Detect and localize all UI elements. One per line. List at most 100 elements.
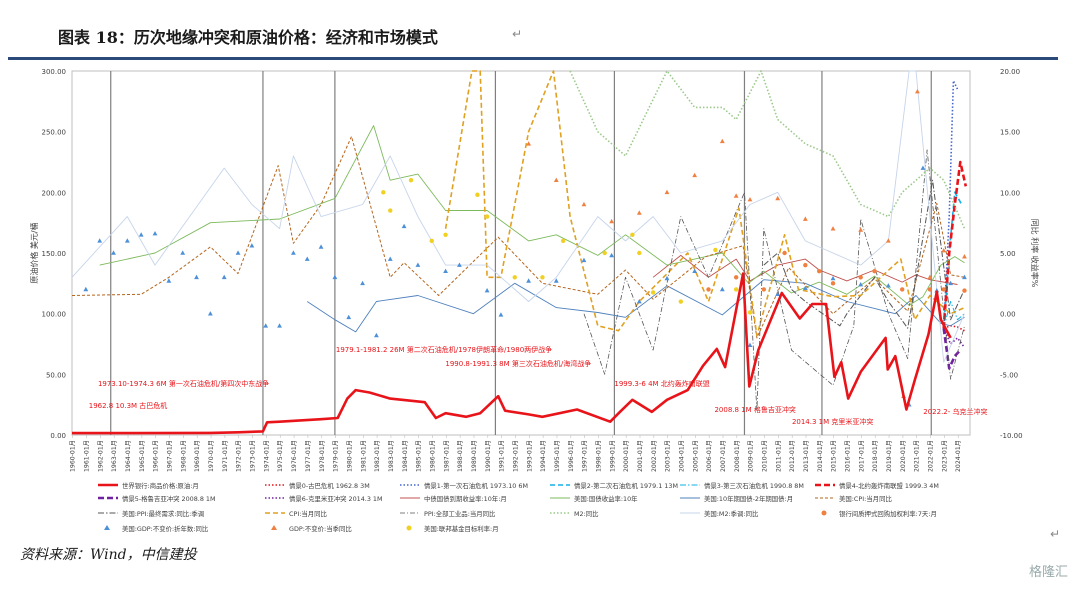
data-point <box>630 232 635 237</box>
legend: 世界银行:商品价格:原油:月 情景0-古巴危机 1962.8 3M 情景1-第一次石… <box>98 481 939 533</box>
legend-item: PPI:全部工业品:当月同比 <box>400 509 496 518</box>
series-8-line <box>652 254 958 285</box>
event-lines <box>110 71 932 435</box>
data-point <box>775 195 781 201</box>
y-right-tick-label: 5.00 <box>1000 250 1016 258</box>
legend-item: 情景5-格鲁吉亚冲突 2008.8 1M <box>98 494 216 503</box>
event-label: 1973.10-1974.3 6M 第一次石油危机/第四次中东战争 <box>98 379 269 388</box>
data-point <box>111 250 116 255</box>
data-point <box>166 278 172 283</box>
data-point <box>124 238 130 243</box>
x-tick-label: 1994-01月 <box>540 440 547 472</box>
legend-item: 情景0-古巴危机 1962.8 3M <box>265 481 370 490</box>
x-tick-label: 2021-01月 <box>914 440 921 472</box>
legend-item: 情景4-北约轰炸南联盟 1999.3 4M <box>815 481 939 490</box>
legend-item: 情景6-克里米亚冲突 2014.3 1M <box>265 494 383 503</box>
x-tick-label: 1973-01月 <box>250 440 257 472</box>
x-tick-label: 1971-01月 <box>222 440 229 472</box>
series-1-line <box>943 325 965 332</box>
data-point <box>802 285 808 290</box>
x-tick-label: 1970-01月 <box>208 440 215 472</box>
plot-frame <box>71 70 971 436</box>
x-tick-label: 1989-01月 <box>471 440 478 472</box>
data-point <box>858 281 864 287</box>
legend-label: 美国:10年期国债-2年期国债:月 <box>704 494 793 503</box>
legend-label: 美国:国债收益率:10年 <box>574 494 638 503</box>
legend-swatch <box>271 525 277 530</box>
x-tick-label: 2019-01月 <box>886 440 893 472</box>
x-tick-label: 1981-01月 <box>360 440 367 472</box>
data-point <box>381 190 386 195</box>
data-point <box>803 262 808 268</box>
data-point <box>374 332 379 338</box>
series-2-line <box>942 79 959 329</box>
x-tick-label: 2023-01月 <box>941 440 948 472</box>
data-point <box>650 290 656 295</box>
return-mark: ↵ <box>512 27 523 41</box>
data-point <box>484 214 490 219</box>
x-tick-label: 2010-01月 <box>762 440 769 472</box>
series-layer <box>71 70 968 435</box>
data-point <box>318 244 324 249</box>
data-point <box>733 193 739 198</box>
x-tick-label: 1966-01月 <box>153 440 160 472</box>
data-point <box>915 89 920 94</box>
legend-label: 美国:M2:季调:同比 <box>704 509 759 518</box>
data-point <box>900 287 905 292</box>
data-point <box>948 280 954 286</box>
x-tick-label: 1963-01月 <box>111 440 118 472</box>
x-tick-label: 1972-01月 <box>236 440 243 472</box>
x-tick-label: 2012-01月 <box>789 440 796 472</box>
x-tick-label: 2013-01月 <box>803 440 810 472</box>
legend-item: M2:同比 <box>550 509 599 518</box>
x-tick-label: 1999-01月 <box>609 440 616 472</box>
data-point <box>713 247 718 253</box>
data-point <box>962 274 967 280</box>
legend-label: 美国:PPI:最终需求:同比:季调 <box>122 509 204 518</box>
y-left-tick-label: 200.00 <box>42 189 67 197</box>
data-point <box>526 278 532 283</box>
data-point <box>733 287 739 292</box>
x-tick-label: 2022-01月 <box>928 440 935 472</box>
data-point <box>408 178 414 183</box>
series-3-line <box>942 191 963 329</box>
event-label: 2022.2- 乌克兰冲突 <box>923 407 987 416</box>
data-point <box>802 216 808 221</box>
y-right-tick-label: 0.00 <box>1000 311 1016 319</box>
data-point <box>553 177 559 182</box>
x-tick-label: 1992-01月 <box>512 440 519 472</box>
data-point <box>830 281 836 286</box>
data-point <box>830 226 836 231</box>
data-point <box>512 275 517 280</box>
data-point <box>429 238 434 244</box>
data-point <box>775 291 781 297</box>
watermark: 格隆汇 <box>1028 565 1068 580</box>
data-point <box>872 269 877 274</box>
data-point <box>304 256 310 261</box>
x-tick-label: 1993-01月 <box>526 440 533 472</box>
data-point <box>927 274 933 280</box>
data-point <box>830 275 836 281</box>
x-tick-label: 1978-01月 <box>319 440 326 472</box>
data-point <box>927 287 933 292</box>
x-tick-label: 2011-01月 <box>775 440 782 472</box>
event-label: 2014.3 1M 克里米亚冲突 <box>792 417 873 426</box>
data-point <box>664 275 670 281</box>
data-point <box>553 278 559 283</box>
data-point <box>484 288 490 293</box>
data-point <box>782 250 787 256</box>
legend-swatch <box>104 525 110 530</box>
data-point <box>761 287 767 292</box>
x-tick-label: 2000-01月 <box>623 440 630 472</box>
title-rule <box>8 57 1058 60</box>
data-point <box>941 247 947 253</box>
data-point <box>706 287 711 292</box>
event-label: 1962.8 10.3M 古巴危机 <box>89 401 168 410</box>
legend-label: M2:同比 <box>574 509 599 518</box>
x-tick-label: 1968-01月 <box>180 440 187 472</box>
legend-swatch <box>406 525 412 531</box>
data-point <box>816 269 822 274</box>
y-left-tick-label: 0.00 <box>50 432 66 440</box>
x-tick-label: 2014-01月 <box>817 440 824 472</box>
